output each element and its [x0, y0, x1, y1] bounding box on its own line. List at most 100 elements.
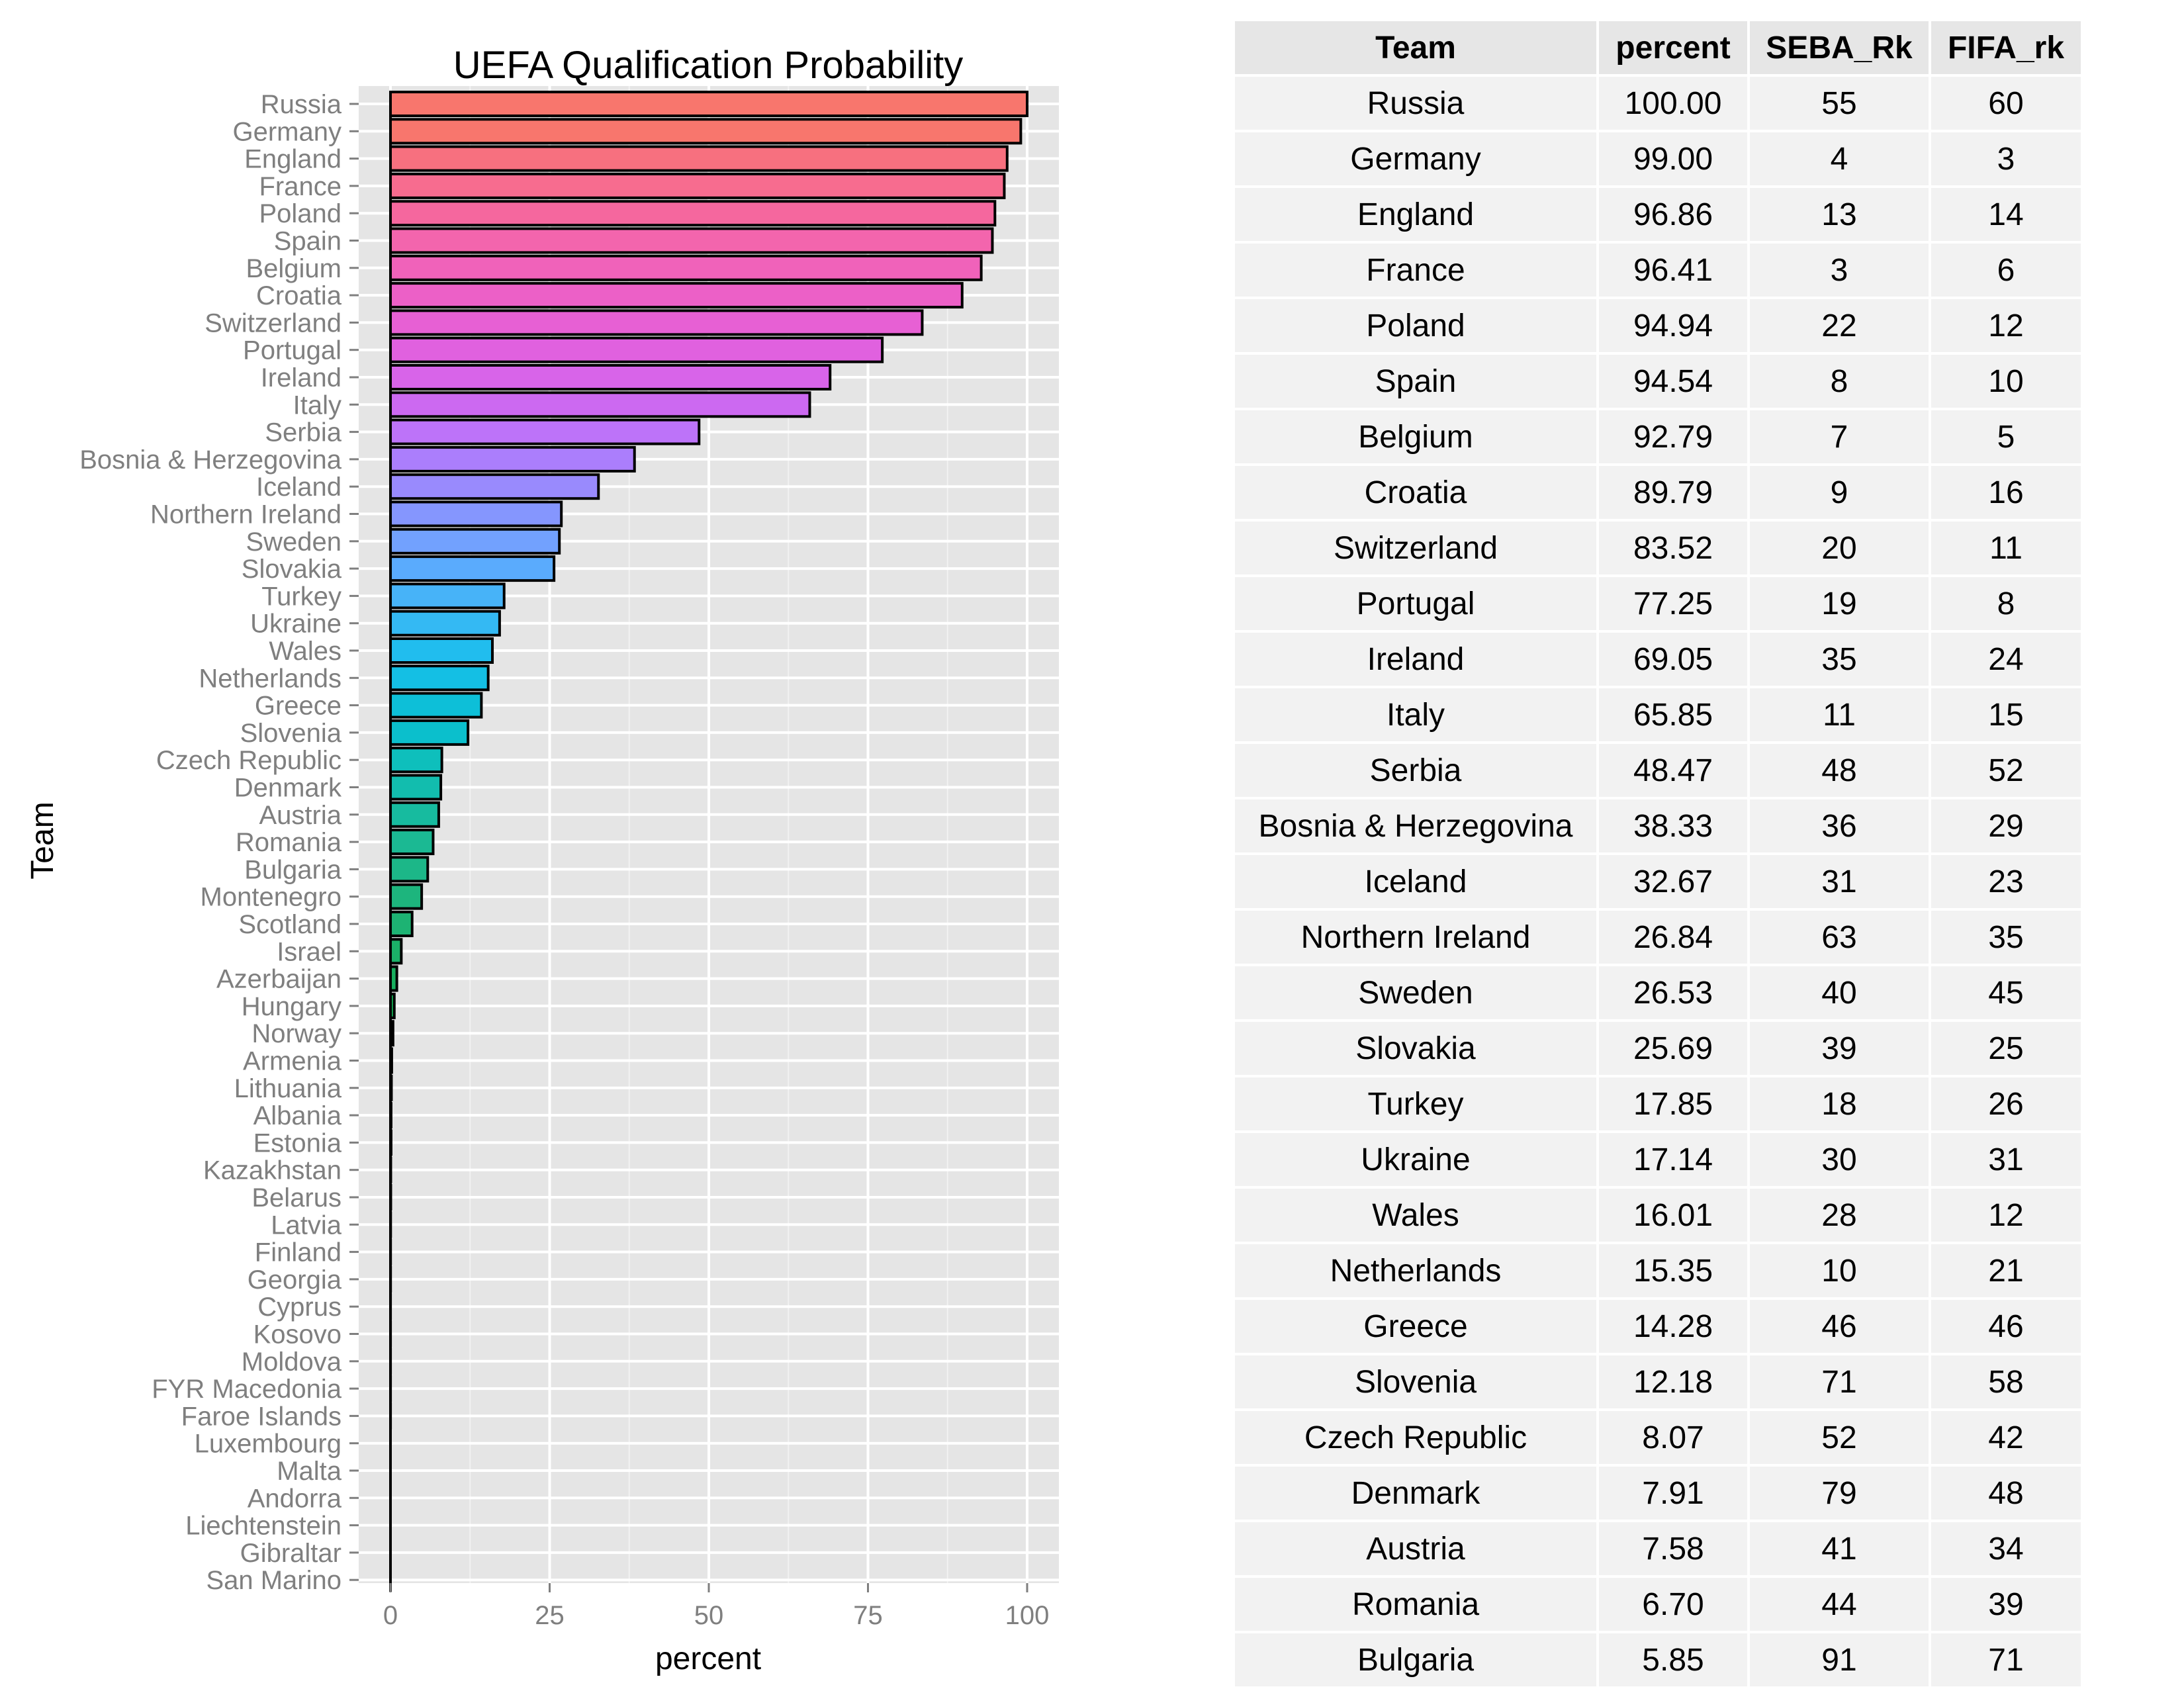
cell-team: Denmark — [1235, 1467, 1596, 1520]
y-tick-label: Denmark — [234, 774, 342, 803]
cell-seba-rk: 48 — [1750, 744, 1929, 797]
cell-percent: 77.25 — [1599, 577, 1747, 630]
cell-fifa-rk: 12 — [1931, 299, 2081, 352]
y-tick-label: Italy — [293, 390, 341, 420]
y-tick-label: Israel — [277, 937, 341, 966]
x-tick-label: 75 — [853, 1601, 883, 1630]
cell-percent: 7.91 — [1599, 1467, 1747, 1520]
cell-fifa-rk: 11 — [1931, 522, 2081, 574]
y-tick-label: Bosnia & Herzegovina — [79, 445, 342, 475]
y-tick-label: France — [259, 172, 342, 201]
x-tick-label: 0 — [383, 1601, 398, 1630]
y-tick-label: Malta — [277, 1457, 342, 1486]
cell-team: Bosnia & Herzegovina — [1235, 799, 1596, 852]
cell-team: France — [1235, 244, 1596, 297]
cell-percent: 8.07 — [1599, 1411, 1747, 1464]
cell-seba-rk: 18 — [1750, 1077, 1929, 1130]
cell-seba-rk: 28 — [1750, 1189, 1929, 1242]
cell-team: Italy — [1235, 688, 1596, 741]
cell-percent: 15.35 — [1599, 1244, 1747, 1297]
cell-percent: 12.18 — [1599, 1355, 1747, 1408]
cell-team: England — [1235, 188, 1596, 241]
cell-percent: 14.28 — [1599, 1300, 1747, 1353]
cell-team: Sweden — [1235, 966, 1596, 1019]
cell-team: Serbia — [1235, 744, 1596, 797]
bar-romania — [390, 830, 433, 854]
cell-percent: 48.47 — [1599, 744, 1747, 797]
cell-seba-rk: 8 — [1750, 355, 1929, 408]
cell-fifa-rk: 39 — [1931, 1578, 2081, 1631]
cell-fifa-rk: 12 — [1931, 1189, 2081, 1242]
cell-percent: 26.84 — [1599, 911, 1747, 964]
bar-switzerland — [390, 310, 922, 334]
bar-wales — [390, 639, 492, 662]
bar-slovenia — [390, 721, 468, 745]
y-tick-label: Kosovo — [253, 1320, 341, 1349]
bar-france — [390, 174, 1004, 198]
cell-percent: 65.85 — [1599, 688, 1747, 741]
chart-title: UEFA Qualification Probability — [453, 44, 963, 87]
bar-croatia — [390, 283, 962, 307]
y-tick-label: Kazakhstan — [203, 1156, 341, 1185]
cell-percent: 25.69 — [1599, 1022, 1747, 1075]
bar-iceland — [390, 475, 598, 498]
cell-percent: 100.00 — [1599, 77, 1747, 130]
bar-montenegro — [390, 885, 422, 909]
bar-germany — [390, 119, 1021, 143]
cell-seba-rk: 19 — [1750, 577, 1929, 630]
cell-fifa-rk: 46 — [1931, 1300, 2081, 1353]
cell-percent: 96.86 — [1599, 188, 1747, 241]
qualification-bar-chart: UEFA Qualification Probability RussiaGer… — [0, 0, 1085, 1688]
cell-percent: 6.70 — [1599, 1578, 1747, 1631]
cell-percent: 69.05 — [1599, 633, 1747, 686]
cell-seba-rk: 52 — [1750, 1411, 1929, 1464]
y-tick-label: Finland — [255, 1238, 341, 1267]
cell-fifa-rk: 14 — [1931, 188, 2081, 241]
cell-fifa-rk: 58 — [1931, 1355, 2081, 1408]
y-tick-label: Moldova — [242, 1347, 342, 1377]
cell-team: Slovenia — [1235, 1355, 1596, 1408]
cell-fifa-rk: 21 — [1931, 1244, 2081, 1297]
cell-percent: 99.00 — [1599, 132, 1747, 185]
bar-greece — [390, 694, 481, 717]
cell-fifa-rk: 35 — [1931, 911, 2081, 964]
cell-team: Wales — [1235, 1189, 1596, 1242]
x-tick-label: 100 — [1005, 1601, 1050, 1630]
cell-seba-rk: 63 — [1750, 911, 1929, 964]
y-tick-label: Czech Republic — [156, 746, 341, 775]
x-tick-label: 50 — [694, 1601, 724, 1630]
cell-percent: 17.85 — [1599, 1077, 1747, 1130]
cell-percent: 7.58 — [1599, 1522, 1747, 1575]
cell-seba-rk: 11 — [1750, 688, 1929, 741]
cell-fifa-rk: 23 — [1931, 855, 2081, 908]
cell-fifa-rk: 5 — [1931, 410, 2081, 463]
cell-seba-rk: 9 — [1750, 466, 1929, 519]
y-tick-label: Albania — [253, 1101, 342, 1130]
cell-fifa-rk: 71 — [1931, 1633, 2081, 1686]
bar-ireland — [390, 365, 830, 389]
cell-team: Belgium — [1235, 410, 1596, 463]
y-tick-label: Turkey — [261, 582, 341, 611]
y-tick-label: Germany — [233, 117, 342, 146]
bar-netherlands — [390, 666, 488, 690]
cell-percent: 26.53 — [1599, 966, 1747, 1019]
cell-percent: 32.67 — [1599, 855, 1747, 908]
cell-fifa-rk: 15 — [1931, 688, 2081, 741]
header-fifa-rk: FIFA_rk — [1931, 21, 2081, 74]
